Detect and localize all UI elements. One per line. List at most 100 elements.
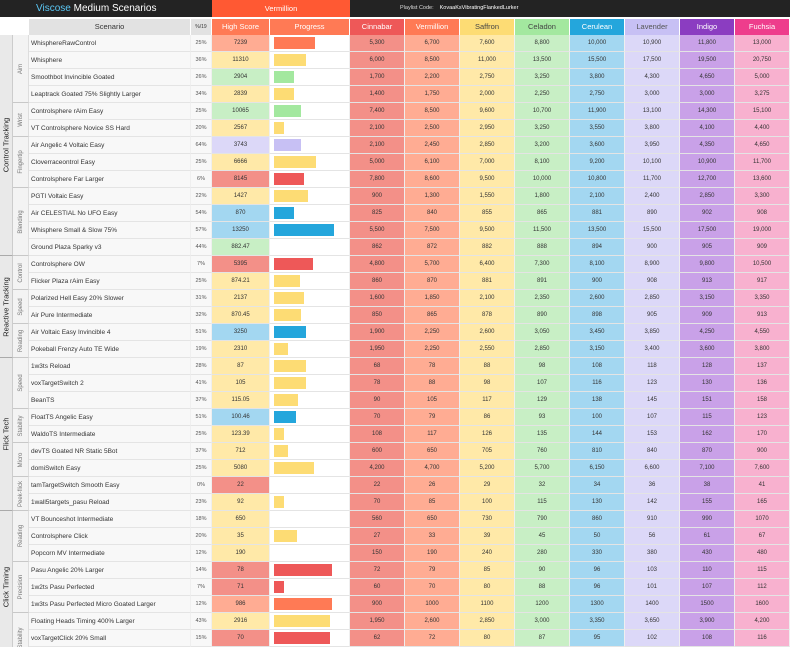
table-row[interactable]: Air Voltaic Easy Invincible 4 51% 3250 1,90… — [29, 324, 790, 341]
rank-header-vermillion[interactable]: Vermillion — [405, 19, 460, 35]
scenario-name[interactable]: 1wall5targets_pasu Reload — [29, 494, 191, 511]
scenario-name[interactable]: PGTI Voltaic Easy — [29, 188, 191, 205]
table-row[interactable]: devTS Goated NR Static 5Bot 37% 712 600 650 7… — [29, 443, 790, 460]
table-row[interactable]: Air Pure Intermediate 32% 870.45 850 865 878 8… — [29, 307, 790, 324]
rank-threshold-cinnabar: 5,000 — [350, 154, 405, 171]
table-row[interactable]: Ground Plaza Sparky v3 44% 882.47 862 872 882… — [29, 239, 790, 256]
table-row[interactable]: WhisphereRawControl 25% 7239 5,300 6,700 7,60… — [29, 35, 790, 52]
rank-header-celadon[interactable]: Celadon — [515, 19, 570, 35]
scenario-name[interactable]: Pokeball Frenzy Auto TE Wide — [29, 341, 191, 358]
table-row[interactable]: Controlsphere Far Larger 6% 8145 7,800 8,600… — [29, 171, 790, 188]
table-row[interactable]: BeanTS 37% 115.05 90 105 117 129 138 145 151 158 — [29, 392, 790, 409]
scenario-name[interactable]: 1w3ts Pasu Perfected Micro Goated Larger — [29, 596, 191, 613]
column-header-scenario[interactable]: Scenario — [29, 19, 191, 35]
subcategory-label: Precision — [13, 562, 29, 613]
table-row[interactable]: Air CELESTIAL No UFO Easy 54% 870 825 840 855… — [29, 205, 790, 222]
progress-cell — [270, 477, 350, 494]
scenario-name[interactable]: WaldoTS Intermediate — [29, 426, 191, 443]
rank-header-lavender[interactable]: Lavender — [625, 19, 680, 35]
scenario-name[interactable]: WhisphereRawControl — [29, 35, 191, 52]
table-row[interactable]: Cloverraceontrol Easy 25% 6666 5,000 6,100 7,… — [29, 154, 790, 171]
table-row[interactable]: Controlsphere rAim Easy 25% 10065 7,400 8,50… — [29, 103, 790, 120]
table-row[interactable]: Pokeball Frenzy Auto TE Wide 19% 2310 1,950… — [29, 341, 790, 358]
scenario-name[interactable]: Controlsphere OW — [29, 256, 191, 273]
table-row[interactable]: Smoothbot Invincible Goated 26% 2904 1,700 2… — [29, 69, 790, 86]
table-row[interactable]: 1w3ts Pasu Perfected Micro Goated Larger… — [29, 596, 790, 613]
scenario-name[interactable]: Controlsphere Far Larger — [29, 171, 191, 188]
table-row[interactable]: Pasu Angelic 20% Larger 14% 78 72 79 85 90 96 10… — [29, 562, 790, 579]
column-header-pct[interactable]: %/19 — [191, 19, 212, 35]
table-row[interactable]: Whisphere Small & Slow 75% 57% 13250 5,500 7… — [29, 222, 790, 239]
rank-threshold-fuchsia: 1600 — [735, 596, 790, 613]
scenario-name[interactable]: VT Controlsphere Novice SS Hard — [29, 120, 191, 137]
subcategory-label: Wrist — [13, 103, 29, 137]
column-header-progress[interactable]: Progress — [270, 19, 350, 35]
table-row[interactable]: voxTargetSwitch 2 41% 105 78 88 98 107 116 123 13… — [29, 375, 790, 392]
table-row[interactable]: PGTI Voltaic Easy 22% 1427 900 1,300 1,550 1,8… — [29, 188, 790, 205]
scenario-name[interactable]: Smoothbot Invincible Goated — [29, 69, 191, 86]
table-row[interactable]: Flicker Plaza rAim Easy 25% 874.21 860 870 88… — [29, 273, 790, 290]
scenario-name[interactable]: BeanTS — [29, 392, 191, 409]
rank-header-cinnabar[interactable]: Cinnabar — [350, 19, 405, 35]
rank-threshold-cerulean: 100 — [570, 409, 625, 426]
table-row[interactable]: VT Controlsphere Novice SS Hard 20% 2567 2,… — [29, 120, 790, 137]
scenario-name[interactable]: devTS Goated NR Static 5Bot — [29, 443, 191, 460]
scenario-name[interactable]: Controlsphere Click — [29, 528, 191, 545]
table-row[interactable]: Leaptrack Goated 75% Slightly Larger 34% 2… — [29, 86, 790, 103]
table-row[interactable]: Popcorn MV Intermediate 12% 190 150 190 240 28… — [29, 545, 790, 562]
scenario-name[interactable]: Popcorn MV Intermediate — [29, 545, 191, 562]
rank-threshold-fuchsia: 3,300 — [735, 188, 790, 205]
scenario-name[interactable]: Controlsphere rAim Easy — [29, 103, 191, 120]
rank-header-fuchsia[interactable]: Fuchsia — [735, 19, 790, 35]
column-header-high-score[interactable]: High Score — [212, 19, 270, 35]
scenario-name[interactable]: Cloverraceontrol Easy — [29, 154, 191, 171]
scenario-name[interactable]: Pasu Angelic 20% Larger — [29, 562, 191, 579]
scenario-name[interactable]: voxTargetClick 20% Small — [29, 630, 191, 647]
scenario-name[interactable]: Air CELESTIAL No UFO Easy — [29, 205, 191, 222]
scenario-name[interactable]: tamTargetSwitch Smooth Easy — [29, 477, 191, 494]
scenario-name[interactable]: FloatTS Angelic Easy — [29, 409, 191, 426]
scenario-name[interactable]: Polarized Hell Easy 20% Slower — [29, 290, 191, 307]
scenario-name[interactable]: domiSwitch Easy — [29, 460, 191, 477]
scenario-name[interactable]: Whisphere — [29, 52, 191, 69]
table-row[interactable]: 1wall5targets_pasu Reload 23% 92 70 85 100 115… — [29, 494, 790, 511]
table-row[interactable]: Controlsphere Click 20% 35 27 33 39 45 50 56 61 67 — [29, 528, 790, 545]
table-row[interactable]: voxTargetClick 20% Small 15% 70 62 72 80 87 95 1… — [29, 630, 790, 647]
scenario-name[interactable]: Ground Plaza Sparky v3 — [29, 239, 191, 256]
table-row[interactable]: VT Bounceshot Intermediate 18% 650 560 650 73… — [29, 511, 790, 528]
table-row[interactable]: 1w2ts Pasu Perfected 7% 71 60 70 80 88 96 101 107… — [29, 579, 790, 596]
table-row[interactable]: Floating Heads Timing 400% Larger 43% 2916… — [29, 613, 790, 630]
subcategory-label-text: Micro — [17, 452, 24, 467]
scenario-name[interactable]: Air Voltaic Easy Invincible 4 — [29, 324, 191, 341]
table-row[interactable]: Controlsphere OW 7% 5395 4,800 5,700 6,400 7,3… — [29, 256, 790, 273]
scenario-name[interactable]: Floating Heads Timing 400% Larger — [29, 613, 191, 630]
scenario-name[interactable]: 1w3ts Reload — [29, 358, 191, 375]
rank-threshold-vermillion: 70 — [405, 579, 460, 596]
subcategory-label-text: Fingertip — [17, 150, 24, 174]
scenario-name[interactable]: Air Angelic 4 Voltaic Easy — [29, 137, 191, 154]
rank-header-saffron[interactable]: Saffron — [460, 19, 515, 35]
table-row[interactable]: Whisphere 36% 11310 6,000 8,500 11,000 13,500 1… — [29, 52, 790, 69]
scenario-name[interactable]: Leaptrack Goated 75% Slightly Larger — [29, 86, 191, 103]
rank-threshold-cerulean: 130 — [570, 494, 625, 511]
rank-header-indigo[interactable]: Indigo — [680, 19, 735, 35]
table-row[interactable]: Polarized Hell Easy 20% Slower 31% 2137 1,6… — [29, 290, 790, 307]
table-row[interactable]: 1w3ts Reload 28% 87 68 78 88 98 108 118 128 137 — [29, 358, 790, 375]
table-row[interactable]: domiSwitch Easy 25% 5080 4,200 4,700 5,200 5,7… — [29, 460, 790, 477]
rank-header-cerulean[interactable]: Cerulean — [570, 19, 625, 35]
category-label: Reactive Tracking — [0, 256, 13, 358]
scenario-name[interactable]: Flicker Plaza rAim Easy — [29, 273, 191, 290]
table-row[interactable]: WaldoTS Intermediate 25% 123.39 108 117 126 13… — [29, 426, 790, 443]
scenario-name[interactable]: Air Pure Intermediate — [29, 307, 191, 324]
subcategory-label-text: Aim — [17, 63, 24, 74]
progress-cell — [270, 171, 350, 188]
scenario-name[interactable]: Whisphere Small & Slow 75% — [29, 222, 191, 239]
scenario-name[interactable]: 1w2ts Pasu Perfected — [29, 579, 191, 596]
scenario-name[interactable]: VT Bounceshot Intermediate — [29, 511, 191, 528]
subcategory-label: Micro — [13, 443, 29, 477]
playlist-code[interactable]: Playlist Code: KovaaKsVibratingFlankedLur… — [400, 5, 518, 11]
table-row[interactable]: FloatTS Angelic Easy 51% 100.46 70 79 86 93 100… — [29, 409, 790, 426]
table-row[interactable]: tamTargetSwitch Smooth Easy 0% 22 22 26 29 32 3… — [29, 477, 790, 494]
table-row[interactable]: Air Angelic 4 Voltaic Easy 64% 3743 2,100 2,… — [29, 137, 790, 154]
scenario-name[interactable]: voxTargetSwitch 2 — [29, 375, 191, 392]
